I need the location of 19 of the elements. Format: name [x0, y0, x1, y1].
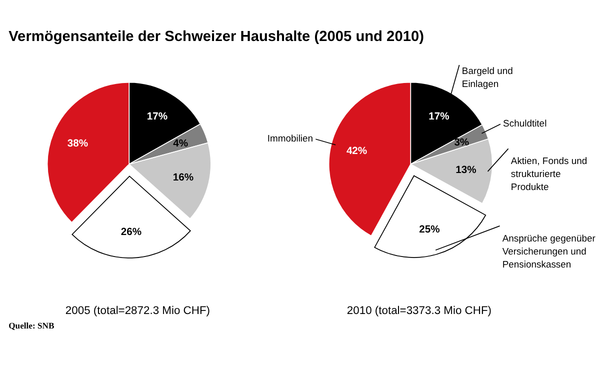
data-label: 42% [346, 146, 368, 157]
data-label: 25% [419, 224, 440, 236]
data-label: 16% [172, 172, 194, 184]
data-label: 26% [120, 227, 142, 238]
slice-label: Ansprüche gegenüber Versicherungen und Pensionskassen [502, 233, 596, 270]
slice-label: Immobilien [267, 134, 314, 145]
text: 2010 (total=3373.3 Mio CHF) [346, 304, 492, 317]
data-label: 17% [428, 112, 450, 123]
text: 2005 (total=2872.3 Mio CHF) [65, 304, 210, 317]
data-label: 13% [456, 164, 476, 176]
data-label: 38% [67, 138, 88, 150]
source-note: Quelle: SNB [8, 320, 54, 331]
slice-label: Schuldtitel [503, 118, 547, 130]
data-label: 4% [173, 138, 188, 150]
slice-label: Aktien, Fonds und strukturierte Produkte [510, 156, 588, 193]
slice-label: Bargeld und Einlagen [462, 66, 513, 90]
chart-title: Vermögensanteile der Schweizer Haushalte (2005 und 2010) [8, 29, 424, 46]
data-label: 17% [146, 112, 168, 123]
data-label: 3% [454, 138, 470, 149]
